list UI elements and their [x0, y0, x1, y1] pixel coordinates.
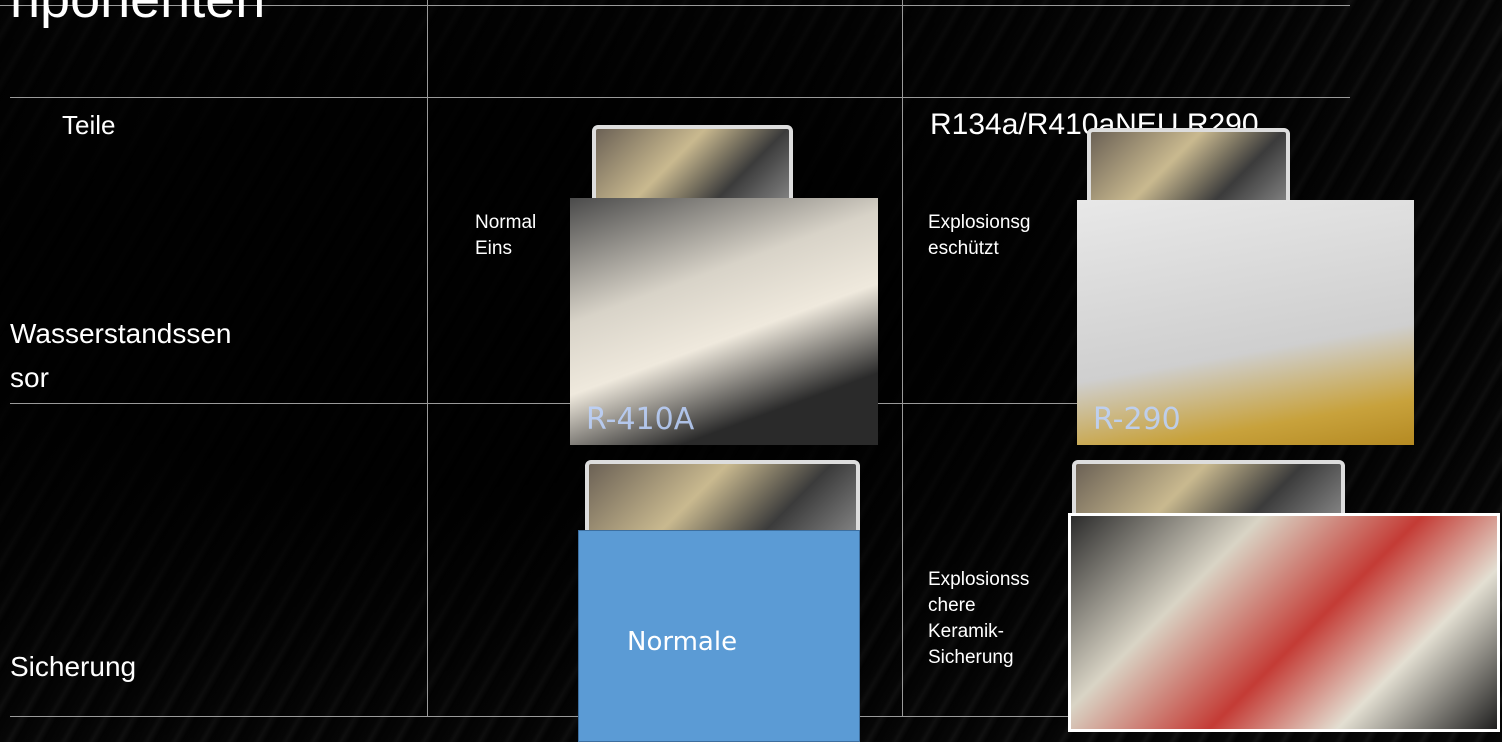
table-rule	[427, 0, 428, 716]
row-label: Sicherung	[10, 651, 136, 683]
text-line: Explosionss	[928, 569, 1030, 590]
photo: R-290	[1077, 200, 1414, 445]
text-line: Keramik-	[928, 621, 1005, 642]
text-line: Sicherung	[928, 647, 1014, 668]
text-line: Explosionsg	[928, 212, 1031, 233]
text-line: sor	[10, 362, 49, 393]
cell-text: Explosionsg eschützt	[928, 210, 1030, 262]
text-line: Wasserstandssen	[10, 318, 232, 349]
photo	[1068, 513, 1500, 732]
text-line: eschützt	[928, 238, 999, 259]
box-text: Normale	[627, 627, 738, 657]
cell-text: Normal Eins	[475, 210, 536, 262]
photo: R-410A	[570, 198, 878, 445]
table-rule	[10, 97, 1350, 98]
header-cell: Teile	[62, 110, 116, 140]
cell-text: Explosionss chere Keramik- Sicherung	[928, 567, 1029, 671]
slide-title: nponenten	[10, 0, 265, 30]
text-line: chere	[928, 595, 976, 616]
table-rule	[0, 5, 1350, 6]
photo-caption: R-290	[1093, 402, 1181, 437]
table-rule	[902, 0, 903, 716]
text-line: Eins	[475, 238, 512, 259]
text-line: Normal	[475, 212, 537, 233]
label-box: Normale	[578, 530, 860, 742]
row-label: Wasserstandssen sor	[10, 312, 232, 400]
text-line: Sicherung	[10, 651, 137, 682]
photo-caption: R-410A	[586, 402, 695, 437]
